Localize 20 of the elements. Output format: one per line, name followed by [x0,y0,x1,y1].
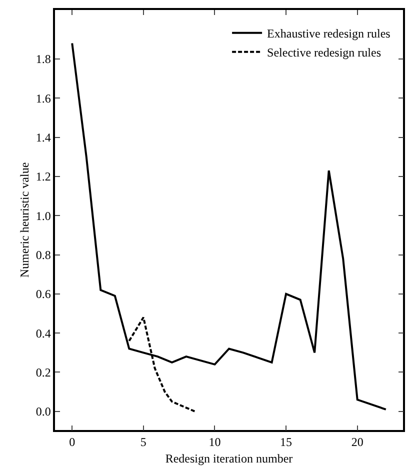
x-tick-label: 15 [280,435,292,450]
y-tick-label: 1.2 [36,170,51,184]
y-tick-label: 0.0 [36,404,51,419]
x-tick-label: 10 [208,435,221,450]
legend-label: Exhaustive redesign rules [267,26,391,41]
x-tick-label: 0 [69,435,76,450]
y-tick-label: 0.4 [36,326,51,340]
line-series [71,42,387,410]
y-axis-title: Numeric heuristic value [18,162,32,278]
x-tick-label: 20 [351,435,364,450]
y-tick-label: 0.2 [36,365,51,380]
y-tick-label: 0.8 [36,248,51,262]
legend-label: Selective redesign rules [267,46,382,60]
x-tick-label: 5 [140,435,146,450]
y-tick-label: 1.6 [36,91,51,106]
x-axis-title: Redesign iteration number [165,452,293,466]
y-tick-label: 1.8 [36,52,51,66]
y-tick-label: 0.6 [36,287,51,302]
y-tick-label: 1.4 [36,130,51,144]
y-tick-label: 1.0 [36,208,51,223]
